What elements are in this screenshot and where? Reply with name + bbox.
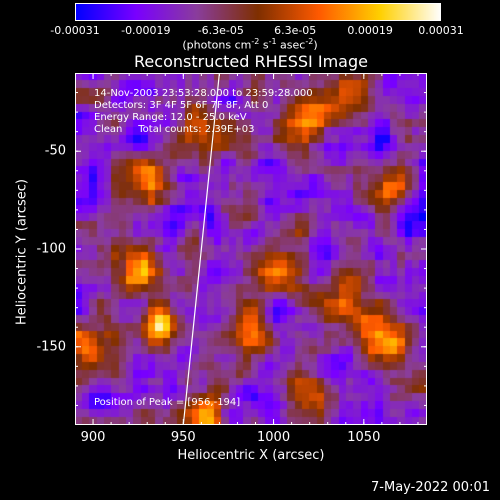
chart-title: Reconstructed RHESSI Image	[134, 52, 368, 71]
x-tick-label: 1050	[347, 430, 381, 445]
colorbar-units: (photons cm-2 s-1 asec-2)	[182, 37, 318, 52]
colorbar-tick-label: -0.00031	[50, 24, 100, 37]
annotation-energy: Energy Range: 12.0 - 25.0 keV	[94, 112, 247, 123]
colorbar	[75, 3, 441, 21]
heatmap-image	[75, 73, 427, 425]
colorbar-tick-label: 0.00031	[418, 24, 464, 37]
x-tick-label: 1000	[257, 430, 291, 445]
y-axis-label: Heliocentric Y (arcsec)	[14, 179, 30, 325]
colorbar-tick-label: 0.00019	[347, 24, 393, 37]
solar-limb-line	[182, 72, 221, 426]
y-tick-label: -50	[44, 143, 66, 159]
y-tick-label: -100	[36, 241, 66, 257]
colorbar-tick-label: -0.00019	[121, 24, 171, 37]
annotation-peak: Position of Peak = [956,-194]	[94, 397, 241, 408]
annotation-time: 14-Nov-2003 23:53:28.000 to 23:59:28.000	[94, 88, 313, 99]
colorbar-frame	[75, 3, 441, 21]
x-tick-label: 900	[80, 430, 106, 445]
footer-date: 7-May-2022 00:01	[371, 480, 490, 495]
annotation-detectors: Detectors: 3F 4F 5F 6F 7F 8F, Att 0	[94, 100, 269, 111]
colorbar-tick-label: -6.3e-05	[197, 24, 244, 37]
y-tick-label: -150	[36, 339, 66, 355]
x-tick-label: 950	[170, 430, 196, 445]
annotation-method: Clean Total counts: 2.39E+03	[94, 124, 255, 135]
x-axis-label: Heliocentric X (arcsec)	[177, 448, 325, 463]
colorbar-tick-label: 6.3e-05	[274, 24, 317, 37]
